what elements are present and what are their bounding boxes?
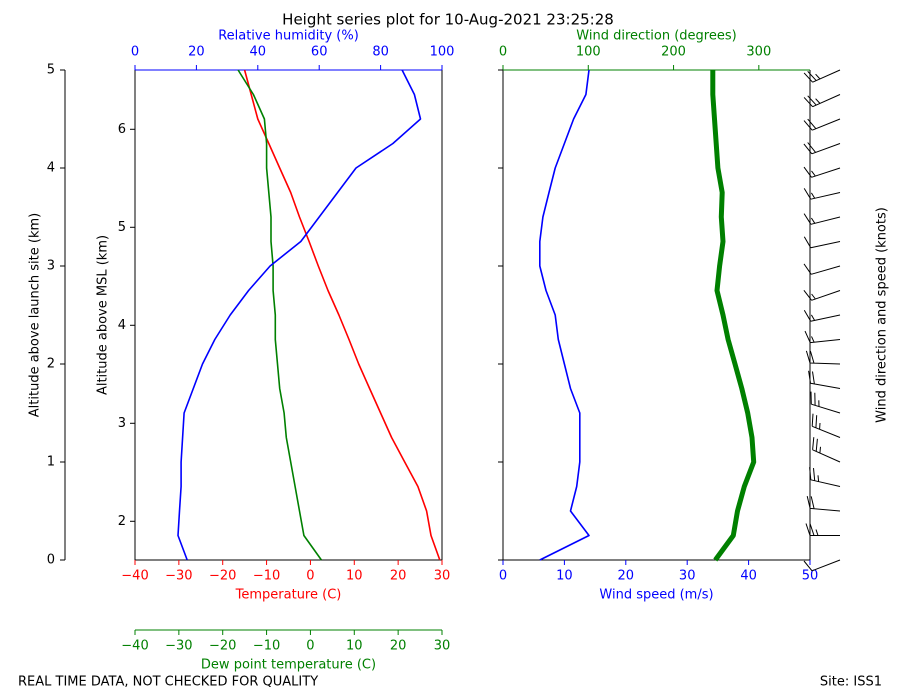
wind-barb <box>805 350 841 365</box>
x-tick-label: 30 <box>434 639 451 654</box>
data-line <box>710 70 757 562</box>
wind-barb <box>803 69 841 83</box>
wind-barb <box>803 94 841 108</box>
x-tick-label: 10 <box>346 569 363 584</box>
wind-barb <box>803 289 841 301</box>
wind-barb <box>803 236 841 249</box>
wind-barb <box>809 467 841 487</box>
y-tick-label: 3 <box>47 259 55 274</box>
data-line <box>177 69 422 561</box>
y2-tick-label: 5 <box>118 220 126 235</box>
wind-barb <box>803 142 841 155</box>
wind-barb <box>803 118 841 131</box>
wind-barb <box>811 413 841 438</box>
y-tick-label: 4 <box>47 161 55 176</box>
wind-barb <box>808 370 841 389</box>
x-tick-label: 60 <box>311 45 328 60</box>
x-tick-label: 30 <box>434 569 451 584</box>
x-tick-label: −20 <box>209 639 236 654</box>
y-axis-label: Wind direction and speed (knots) <box>875 207 890 423</box>
wind-barb <box>806 495 841 512</box>
x-tick-label: 40 <box>740 569 757 584</box>
x-tick-label: −10 <box>253 639 280 654</box>
x-tick-label: 10 <box>556 569 573 584</box>
x-axis-label: Dew point temperature (C) <box>201 658 376 673</box>
x-axis-label: Relative humidity (%) <box>218 29 359 44</box>
x-tick-label: 20 <box>188 45 205 60</box>
y-axis-label: Altitude above launch site (km) <box>28 213 43 417</box>
x-axis-label: Wind speed (m/s) <box>599 588 713 603</box>
wind-barb <box>803 310 841 322</box>
x-tick-label: −30 <box>165 639 192 654</box>
wind-barb <box>804 330 841 344</box>
x-tick-label: −10 <box>253 569 280 584</box>
data-line <box>539 69 590 561</box>
data-line <box>243 69 441 561</box>
chart-title: Height series plot for 10-Aug-2021 23:25… <box>282 11 614 29</box>
wind-barb <box>810 391 841 414</box>
x-tick-label: 300 <box>746 45 771 60</box>
x-tick-label: 10 <box>346 639 363 654</box>
x-tick-label: 200 <box>661 45 686 60</box>
y-tick-label: 2 <box>47 357 55 372</box>
wind-barb <box>803 188 841 200</box>
y-tick-label: 0 <box>47 553 55 568</box>
y2-tick-label: 6 <box>118 122 126 137</box>
y2-tick-label: 2 <box>118 514 126 529</box>
x-tick-label: −40 <box>121 639 148 654</box>
y-tick-label: 5 <box>47 63 55 78</box>
x-tick-label: 30 <box>679 569 696 584</box>
x-tick-label: 0 <box>499 569 507 584</box>
x-tick-label: 100 <box>430 45 455 60</box>
x-tick-label: 0 <box>499 45 507 60</box>
x-tick-label: 100 <box>576 45 601 60</box>
footer-note: REAL TIME DATA, NOT CHECKED FOR QUALITY <box>18 675 318 690</box>
x-tick-label: 20 <box>390 569 407 584</box>
x-tick-label: 0 <box>131 45 139 60</box>
x-tick-label: −40 <box>121 569 148 584</box>
y2-axis-label: Altitude above MSL (km) <box>96 235 111 395</box>
x-tick-label: −30 <box>165 569 192 584</box>
wind-barb <box>803 263 841 275</box>
x-tick-label: 0 <box>306 569 314 584</box>
x-tick-label: 50 <box>802 569 819 584</box>
x-axis-label: Temperature (C) <box>235 588 342 603</box>
x-tick-label: 20 <box>390 639 407 654</box>
wind-barb <box>805 523 840 536</box>
wind-barb <box>803 166 841 178</box>
data-line <box>237 69 323 561</box>
wind-barb <box>803 213 841 225</box>
y2-tick-label: 3 <box>118 416 126 431</box>
x-tick-label: −20 <box>209 569 236 584</box>
site-label: Site: ISS1 <box>820 675 882 690</box>
x-tick-label: 40 <box>250 45 267 60</box>
y2-tick-label: 4 <box>118 318 126 333</box>
x-tick-label: 0 <box>306 639 314 654</box>
y-tick-label: 1 <box>47 455 55 470</box>
x-tick-label: 80 <box>372 45 389 60</box>
x-axis-label: Wind direction (degrees) <box>576 29 736 44</box>
wind-barb <box>803 559 841 572</box>
x-tick-label: 20 <box>618 569 635 584</box>
wind-barb <box>812 437 841 463</box>
